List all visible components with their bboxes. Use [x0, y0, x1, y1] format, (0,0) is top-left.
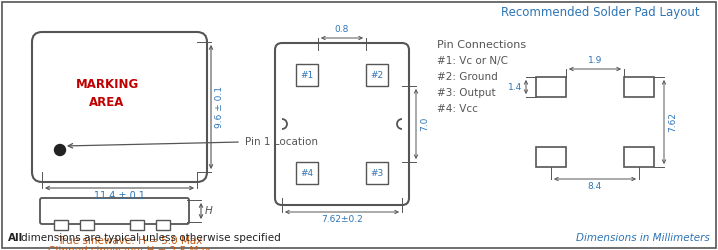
Text: H: H — [205, 206, 213, 216]
Text: 11.4 ± 0.1: 11.4 ± 0.1 — [94, 191, 145, 201]
Text: 7.62±0.2: 7.62±0.2 — [321, 215, 363, 224]
Text: 1.4: 1.4 — [508, 82, 522, 92]
Text: Clipped sinewave: H = 2.5 Max: Clipped sinewave: H = 2.5 Max — [48, 246, 211, 250]
Text: Pin Connections: Pin Connections — [437, 40, 526, 50]
Text: MARKING
AREA: MARKING AREA — [75, 78, 139, 110]
Text: 1.9: 1.9 — [588, 56, 602, 65]
Text: #4: #4 — [300, 168, 314, 177]
Text: True sinewave: H = 5.0 Max: True sinewave: H = 5.0 Max — [57, 236, 202, 246]
Bar — [54, 220, 68, 230]
Bar — [366, 162, 388, 184]
Bar — [156, 220, 170, 230]
Text: #3: Output: #3: Output — [437, 88, 495, 98]
Text: dimensions are typical unless otherwise specified: dimensions are typical unless otherwise … — [8, 233, 281, 243]
Text: #4: Vcc: #4: Vcc — [437, 104, 478, 114]
Bar — [624, 77, 654, 97]
Text: 7.62: 7.62 — [668, 112, 677, 132]
Bar — [536, 77, 566, 97]
Text: 9.6 ± 0.1: 9.6 ± 0.1 — [215, 86, 224, 128]
Bar — [366, 64, 388, 86]
FancyBboxPatch shape — [275, 43, 409, 205]
FancyBboxPatch shape — [40, 198, 189, 224]
Text: Dimensions in Millimeters: Dimensions in Millimeters — [577, 233, 710, 243]
Bar — [296, 162, 318, 184]
Text: All: All — [8, 233, 23, 243]
Bar — [296, 64, 318, 86]
Text: 7.0: 7.0 — [420, 117, 429, 131]
Text: #3: #3 — [370, 168, 383, 177]
Text: #2: Ground: #2: Ground — [437, 72, 498, 82]
Bar — [536, 147, 566, 167]
Bar — [624, 147, 654, 167]
Text: #1: Vc or N/C: #1: Vc or N/C — [437, 56, 508, 66]
Text: 8.4: 8.4 — [588, 182, 602, 191]
Text: 0.8: 0.8 — [335, 25, 349, 34]
Text: Pin 1 Location: Pin 1 Location — [245, 137, 318, 147]
Bar — [130, 220, 144, 230]
Text: #1: #1 — [300, 70, 314, 80]
Circle shape — [55, 144, 65, 156]
Text: Recommended Solder Pad Layout: Recommended Solder Pad Layout — [500, 6, 699, 19]
Bar — [80, 220, 94, 230]
Text: #2: #2 — [370, 70, 383, 80]
FancyBboxPatch shape — [32, 32, 207, 182]
